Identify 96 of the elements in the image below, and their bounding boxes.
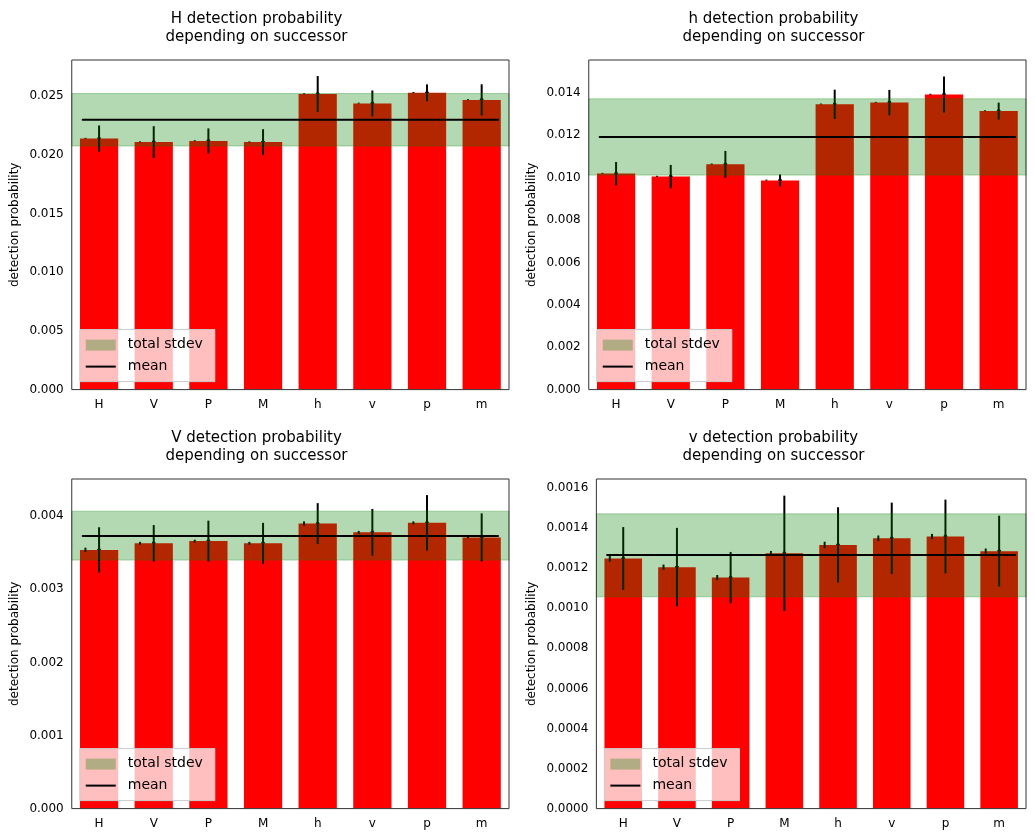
x-tick-label: M [779,815,790,830]
legend-label: total stdev [644,335,720,352]
x-tick-label: M [774,396,786,411]
x-tick-label: H [611,396,621,411]
y-tick-label: 0.0010 [546,600,589,615]
x-tick-label: p [940,396,948,411]
x-tick-label: v [888,815,896,830]
bar [407,522,447,809]
y-axis-title: detection probability [524,162,539,288]
bar [353,532,392,809]
x-tick-label: P [721,396,730,411]
y-tick-label: 0.001 [29,727,64,742]
chart-title: v detection probability depending on successor [682,427,866,464]
y-tick-label: 0.004 [29,508,64,523]
bar [353,103,392,390]
y-axis-title: detection probability [524,581,539,707]
y-tick-label: 0.020 [29,147,64,162]
x-tick-label: V [149,815,159,830]
x-tick-label: P [204,396,213,411]
y-tick-label: 0.0002 [546,760,589,775]
y-tick-label: 0.014 [546,84,581,99]
x-tick-label: m [475,396,488,411]
x-tick-label: v [368,815,376,830]
y-tick-label: 0.006 [546,254,581,269]
y-tick-label: 0.0014 [546,520,589,535]
chart-title: H detection probability depending on successor [165,8,349,45]
x-tick-label: M [257,396,269,411]
y-tick-label: 0.012 [546,127,581,142]
x-tick-label: m [992,396,1005,411]
bar [872,538,911,809]
legend-label: mean [652,776,693,793]
legend-label: mean [644,357,685,374]
x-tick-label: V [672,815,682,830]
bar [870,102,909,390]
y-tick-label: 0.003 [29,581,64,596]
bar [407,92,447,390]
chart-title: V detection probability depending on successor [165,427,349,464]
x-tick-label: h [313,815,322,830]
bar [298,523,337,809]
x-tick-label: P [727,815,735,830]
legend-label: mean [127,357,168,374]
y-tick-label: 0.0004 [546,720,589,735]
x-tick-label: m [993,815,1005,830]
bar [298,94,337,390]
x-tick-label: h [830,396,839,411]
bar [979,111,1018,390]
x-tick-label: V [149,396,159,411]
x-tick-label: M [257,815,269,830]
bar [243,142,283,390]
y-tick-label: 0.004 [546,296,581,311]
x-tick-label: H [94,396,104,411]
legend-label: total stdev [127,754,203,771]
x-tick-label: h [834,815,842,830]
y-tick-label: 0.0008 [546,640,589,655]
y-tick-label: 0.0016 [546,480,589,495]
y-tick-label: 0.0006 [546,680,589,695]
y-tick-label: 0.010 [29,264,64,279]
x-tick-label: p [941,815,950,830]
y-tick-label: 0.008 [546,212,581,227]
bar [760,180,800,390]
y-tick-label: 0.025 [29,88,64,103]
bar [980,551,1018,809]
y-tick-label: 0.0000 [546,800,589,815]
bar [462,99,501,390]
x-tick-label: V [666,396,676,411]
x-tick-label: v [885,396,893,411]
bar [765,553,804,809]
y-tick-label: 0.005 [29,323,64,338]
chart-title: h detection probability depending on successor [682,8,866,45]
bar [243,543,283,809]
y-axis-title: detection probability [7,162,22,288]
x-tick-label: H [94,815,104,830]
x-tick-label: h [313,396,322,411]
y-tick-label: 0.000 [546,381,581,396]
y-tick-label: 0.000 [29,800,64,815]
bar [462,537,501,809]
x-tick-label: p [423,815,431,830]
bar [819,544,857,809]
y-tick-label: 0.010 [546,169,581,184]
bar [815,104,854,390]
x-tick-label: H [618,815,628,830]
x-tick-label: P [204,815,213,830]
bar [924,94,964,390]
y-axis-title: detection probability [7,581,22,707]
x-tick-label: m [475,815,488,830]
legend-label: mean [127,776,168,793]
y-tick-label: 0.0012 [546,560,589,575]
x-tick-label: v [368,396,376,411]
bar [926,536,965,809]
y-tick-label: 0.015 [29,205,64,220]
x-tick-label: p [423,396,431,411]
y-tick-label: 0.002 [546,339,581,354]
y-tick-label: 0.000 [29,381,64,396]
legend-label: total stdev [652,754,728,771]
y-tick-label: 0.002 [29,654,64,669]
legend-label: total stdev [127,335,203,352]
